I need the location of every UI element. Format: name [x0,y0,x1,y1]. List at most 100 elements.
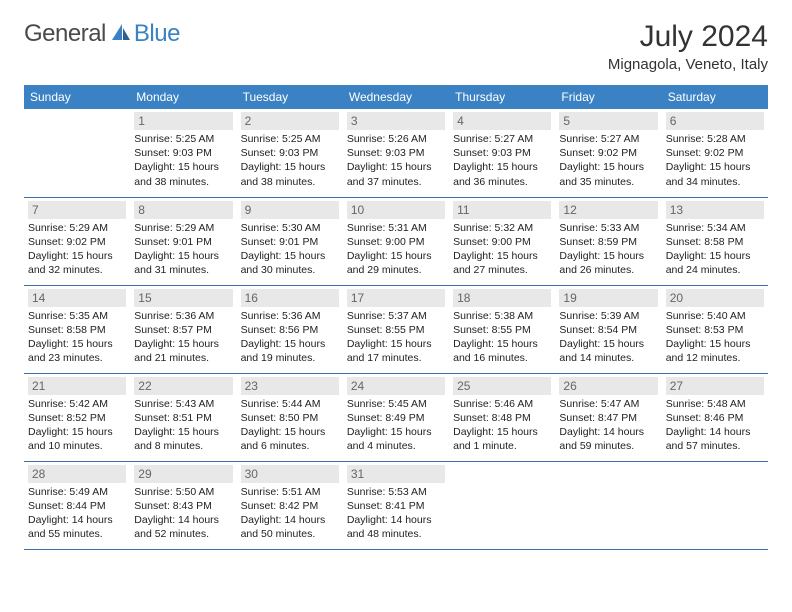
calendar-cell: 15Sunrise: 5:36 AMSunset: 8:57 PMDayligh… [130,285,236,373]
daylight-text: Daylight: 15 hours and 34 minutes. [666,160,764,188]
day-number: 23 [241,377,339,395]
calendar-cell: 4 Sunrise: 5:27 AMSunset: 9:03 PMDaylight… [449,109,555,197]
sun-info: Sunrise: 5:26 AMSunset: 9:03 PMDaylight:… [347,132,445,189]
sunrise-text: Sunrise: 5:44 AM [241,397,339,411]
sun-info: Sunrise: 5:50 AMSunset: 8:43 PMDaylight:… [134,485,232,542]
sun-info: Sunrise: 5:39 AMSunset: 8:54 PMDaylight:… [559,309,657,366]
logo-sail-icon [110,22,132,47]
calendar-cell: 31Sunrise: 5:53 AMSunset: 8:41 PMDayligh… [343,461,449,549]
sun-info: Sunrise: 5:33 AMSunset: 8:59 PMDaylight:… [559,221,657,278]
weekday-header: Thursday [449,85,555,109]
sunrise-text: Sunrise: 5:25 AM [134,132,232,146]
daylight-text: Daylight: 15 hours and 36 minutes. [453,160,551,188]
calendar-body: 1Sunrise: 5:25 AMSunset: 9:03 PMDaylight… [24,109,768,549]
daylight-text: Daylight: 15 hours and 16 minutes. [453,337,551,365]
calendar-cell [555,461,661,549]
sunset-text: Sunset: 8:44 PM [28,499,126,513]
sunrise-text: Sunrise: 5:28 AM [666,132,764,146]
sunset-text: Sunset: 8:43 PM [134,499,232,513]
calendar-cell: 18Sunrise: 5:38 AMSunset: 8:55 PMDayligh… [449,285,555,373]
sunrise-text: Sunrise: 5:40 AM [666,309,764,323]
day-number: 25 [453,377,551,395]
calendar-cell: 5Sunrise: 5:27 AMSunset: 9:02 PMDaylight… [555,109,661,197]
sunrise-text: Sunrise: 5:50 AM [134,485,232,499]
day-number: 14 [28,289,126,307]
daylight-text: Daylight: 15 hours and 19 minutes. [241,337,339,365]
sunset-text: Sunset: 8:52 PM [28,411,126,425]
calendar-cell [449,461,555,549]
sunrise-text: Sunrise: 5:42 AM [28,397,126,411]
calendar-cell: 21Sunrise: 5:42 AMSunset: 8:52 PMDayligh… [24,373,130,461]
sunset-text: Sunset: 8:55 PM [347,323,445,337]
daylight-text: Daylight: 15 hours and 4 minutes. [347,425,445,453]
daylight-text: Daylight: 15 hours and 31 minutes. [134,249,232,277]
day-number: 4 [453,112,551,130]
sunset-text: Sunset: 8:55 PM [453,323,551,337]
sunset-text: Sunset: 8:54 PM [559,323,657,337]
sunset-text: Sunset: 8:48 PM [453,411,551,425]
daylight-text: Daylight: 15 hours and 10 minutes. [28,425,126,453]
calendar-cell [662,461,768,549]
day-number: 5 [559,112,657,130]
sun-info: Sunrise: 5:53 AMSunset: 8:41 PMDaylight:… [347,485,445,542]
daylight-text: Daylight: 15 hours and 8 minutes. [134,425,232,453]
calendar-cell: 6Sunrise: 5:28 AMSunset: 9:02 PMDaylight… [662,109,768,197]
daylight-text: Daylight: 15 hours and 37 minutes. [347,160,445,188]
calendar-cell: 22Sunrise: 5:43 AMSunset: 8:51 PMDayligh… [130,373,236,461]
sun-info: Sunrise: 5:29 AMSunset: 9:01 PMDaylight:… [134,221,232,278]
sun-info: Sunrise: 5:34 AMSunset: 8:58 PMDaylight:… [666,221,764,278]
daylight-text: Daylight: 15 hours and 1 minute. [453,425,551,453]
weekday-header: Monday [130,85,236,109]
day-number: 24 [347,377,445,395]
day-number: 11 [453,201,551,219]
sun-info: Sunrise: 5:51 AMSunset: 8:42 PMDaylight:… [241,485,339,542]
daylight-text: Daylight: 15 hours and 29 minutes. [347,249,445,277]
calendar-cell: 14 Sunrise: 5:35 AMSunset: 8:58 PMDayligh… [24,285,130,373]
sun-info: Sunrise: 5:29 AMSunset: 9:02 PMDaylight:… [28,221,126,278]
sunset-text: Sunset: 9:03 PM [134,146,232,160]
sun-info: Sunrise: 5:32 AMSunset: 9:00 PMDaylight:… [453,221,551,278]
calendar-cell: 1Sunrise: 5:25 AMSunset: 9:03 PMDaylight… [130,109,236,197]
day-number: 29 [134,465,232,483]
calendar-cell: 25 Sunrise: 5:46 AMSunset: 8:48 PMDayligh… [449,373,555,461]
daylight-text: Daylight: 15 hours and 35 minutes. [559,160,657,188]
sun-info: Sunrise: 5:36 AMSunset: 8:56 PMDaylight:… [241,309,339,366]
sunrise-text: Sunrise: 5:34 AM [666,221,764,235]
sun-info: Sunrise: 5:47 AMSunset: 8:47 PMDaylight:… [559,397,657,454]
sun-info: Sunrise: 5:44 AMSunset: 8:50 PMDaylight:… [241,397,339,454]
sun-info: Sunrise: 5:40 AMSunset: 8:53 PMDaylight:… [666,309,764,366]
calendar-cell: 9Sunrise: 5:30 AMSunset: 9:01 PMDaylight… [237,197,343,285]
day-number: 18 [453,289,551,307]
day-number: 15 [134,289,232,307]
sunset-text: Sunset: 8:57 PM [134,323,232,337]
calendar-cell: 28Sunrise: 5:49 AMSunset: 8:44 PMDayligh… [24,461,130,549]
daylight-text: Daylight: 15 hours and 26 minutes. [559,249,657,277]
sun-info: Sunrise: 5:35 AMSunset: 8:58 PMDaylight:… [28,309,126,366]
calendar-row: 28Sunrise: 5:49 AMSunset: 8:44 PMDayligh… [24,461,768,549]
sunset-text: Sunset: 9:00 PM [453,235,551,249]
sun-info: Sunrise: 5:31 AMSunset: 9:00 PMDaylight:… [347,221,445,278]
sunrise-text: Sunrise: 5:43 AM [134,397,232,411]
day-number: 26 [559,377,657,395]
daylight-text: Daylight: 15 hours and 30 minutes. [241,249,339,277]
sun-info: Sunrise: 5:27 AMSunset: 9:03 PMDaylight:… [453,132,551,189]
sunrise-text: Sunrise: 5:45 AM [347,397,445,411]
sunset-text: Sunset: 9:03 PM [347,146,445,160]
sunset-text: Sunset: 8:42 PM [241,499,339,513]
sunrise-text: Sunrise: 5:49 AM [28,485,126,499]
daylight-text: Daylight: 15 hours and 6 minutes. [241,425,339,453]
day-number: 3 [347,112,445,130]
sunset-text: Sunset: 9:03 PM [241,146,339,160]
sun-info: Sunrise: 5:25 AMSunset: 9:03 PMDaylight:… [241,132,339,189]
sunset-text: Sunset: 8:56 PM [241,323,339,337]
sunset-text: Sunset: 8:46 PM [666,411,764,425]
sunrise-text: Sunrise: 5:46 AM [453,397,551,411]
sunset-text: Sunset: 9:03 PM [453,146,551,160]
weekday-header: Wednesday [343,85,449,109]
calendar-cell: 20Sunrise: 5:40 AMSunset: 8:53 PMDayligh… [662,285,768,373]
weekday-header-row: Sunday Monday Tuesday Wednesday Thursday… [24,85,768,109]
sunrise-text: Sunrise: 5:25 AM [241,132,339,146]
sunset-text: Sunset: 9:00 PM [347,235,445,249]
sunset-text: Sunset: 9:02 PM [28,235,126,249]
sunrise-text: Sunrise: 5:39 AM [559,309,657,323]
